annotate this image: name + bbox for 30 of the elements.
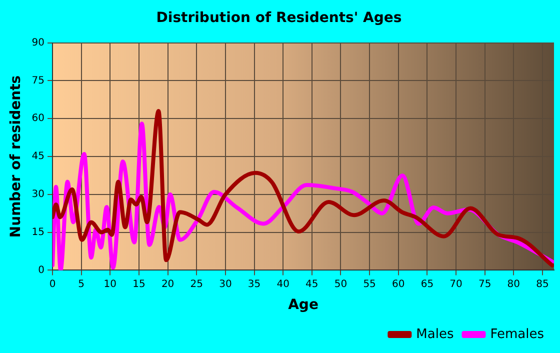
x-tick-label: 85 (536, 278, 549, 290)
x-tick-label: 15 (132, 278, 146, 290)
x-tick-label: 65 (420, 278, 434, 290)
y-tick-label: 60 (32, 113, 45, 124)
chart-title: Distribution of Residents' Ages (156, 10, 402, 26)
y-tick-label: 15 (32, 226, 45, 238)
x-tick-label: 50 (334, 278, 348, 290)
x-tick-label: 40 (276, 278, 290, 290)
x-tick-label: 30 (219, 278, 232, 290)
x-tick-label: 5 (78, 278, 85, 290)
x-tick-label: 0 (49, 278, 56, 290)
y-axis-title: Number of residents (8, 75, 24, 238)
x-axis-title: Age (288, 297, 318, 314)
x-tick-label: 70 (450, 278, 462, 290)
x-tick-label: 80 (507, 278, 520, 290)
x-tick-label: 60 (392, 278, 405, 290)
y-tick-label: 90 (32, 37, 45, 48)
x-tick-label: 10 (104, 278, 117, 290)
legend-label: Females (490, 326, 544, 342)
y-tick-label: 30 (32, 188, 45, 200)
y-tick-label: 45 (32, 151, 45, 162)
x-tick-label: 75 (478, 278, 492, 290)
x-tick-label: 55 (363, 278, 376, 290)
x-tick-label: 45 (306, 278, 318, 290)
x-tick-label: 25 (190, 278, 203, 290)
legend-label: Males (416, 326, 454, 342)
y-tick-label: 0 (38, 264, 45, 276)
x-tick-label: 20 (161, 278, 174, 290)
y-tick-label: 75 (32, 75, 45, 86)
x-tick-label: 35 (248, 278, 261, 290)
